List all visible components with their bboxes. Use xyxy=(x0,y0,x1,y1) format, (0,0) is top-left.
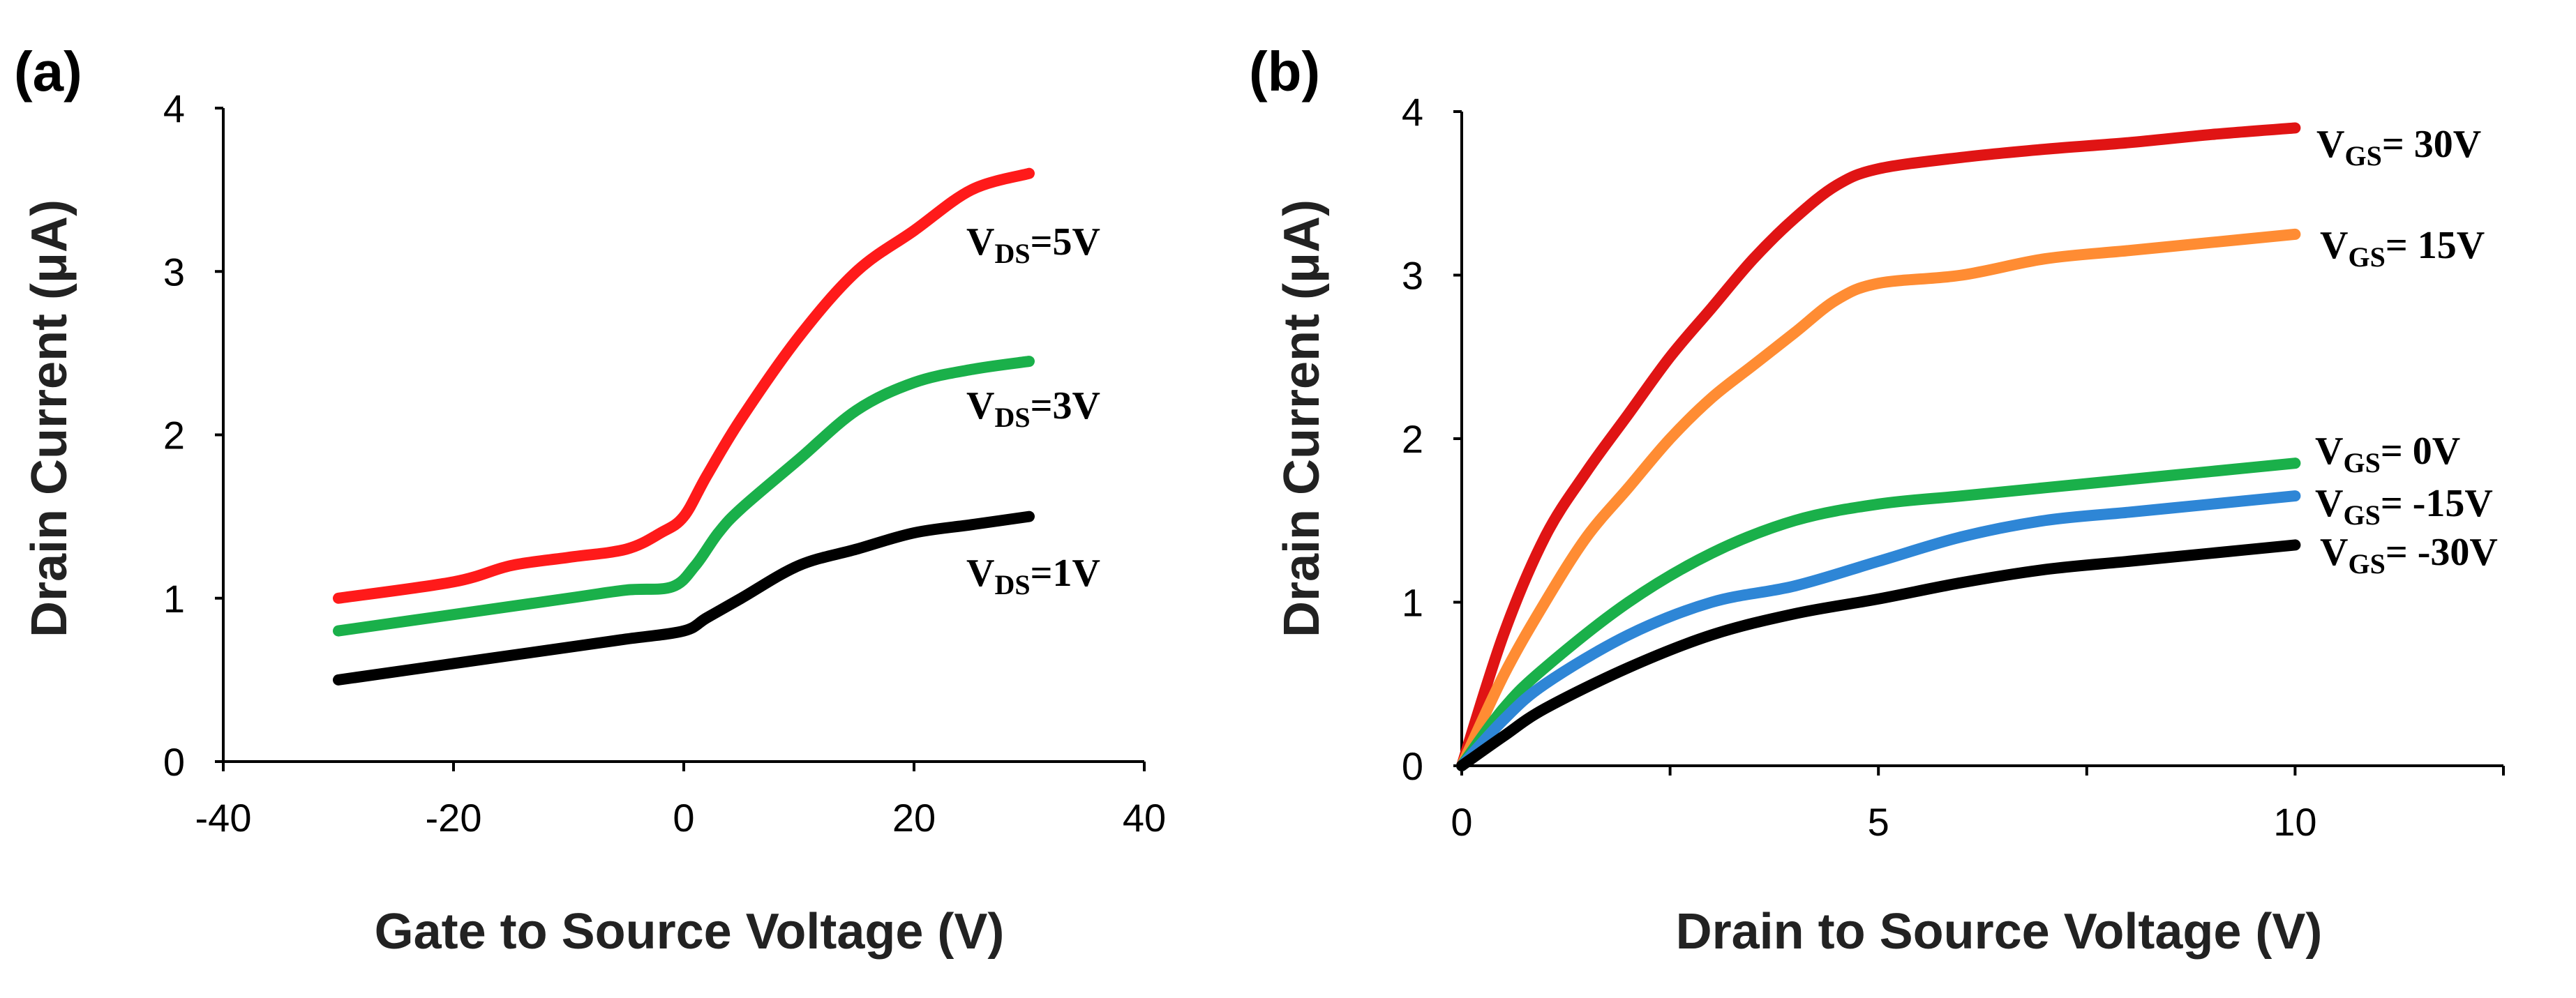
panel-a-y-axis-title: Drain Current (μA) xyxy=(22,199,77,637)
x-tick-label: 0 xyxy=(1451,800,1472,844)
y-tick-label: 4 xyxy=(1402,90,1423,134)
panel-b: (b) Drain Current (μA) Drain to Source V… xyxy=(1249,40,2505,960)
series-line-b-4 xyxy=(1456,539,2301,771)
y-tick-label: 1 xyxy=(1402,581,1423,625)
panel-a-curves xyxy=(333,167,1035,686)
series-label-a-0: VDS=5V xyxy=(966,220,1100,269)
x-tick-label: -20 xyxy=(426,796,482,840)
y-tick-label: 2 xyxy=(1402,417,1423,461)
x-tick-label: 40 xyxy=(1123,796,1166,840)
series-line-a-1 xyxy=(333,356,1035,637)
y-tick-label: 0 xyxy=(163,740,185,784)
series-line-b-0 xyxy=(1456,122,2301,771)
y-tick-label: 4 xyxy=(163,86,185,130)
panel-a-ticks: 0 1 2 3 4 -40 -20 0 20 40 xyxy=(163,86,1166,840)
x-tick-label: 5 xyxy=(1868,800,1889,844)
y-tick-label: 3 xyxy=(163,250,185,294)
panel-b-x-axis-title: Drain to Source Voltage (V) xyxy=(1676,904,2323,960)
series-line-b-2 xyxy=(1456,458,2301,771)
x-tick-label: 0 xyxy=(673,796,694,840)
series-label-b-1: VGS= 15V xyxy=(2320,224,2485,273)
series-line-a-0 xyxy=(333,167,1035,604)
y-tick-label: 3 xyxy=(1402,254,1423,298)
panel-a-label: (a) xyxy=(14,40,82,103)
series-label-b-2: VGS= 0V xyxy=(2315,430,2460,478)
series-label-a-1: VDS=3V xyxy=(966,384,1100,433)
series-label-b-4: VGS= -30V xyxy=(2320,531,2498,580)
y-tick-label: 1 xyxy=(163,577,185,621)
y-tick-label: 2 xyxy=(163,414,185,458)
panel-b-ticks: 0 1 2 3 4 0 5 10 xyxy=(1402,90,2505,844)
panel-b-label: (b) xyxy=(1249,40,1320,103)
x-tick-label: 20 xyxy=(892,796,936,840)
panel-a-series-labels: VDS=5V VDS=3V VDS=1V xyxy=(966,220,1100,600)
series-label-b-0: VGS= 30V xyxy=(2316,123,2481,172)
panel-a-x-axis-title: Gate to Source Voltage (V) xyxy=(375,904,1005,960)
series-line-b-3 xyxy=(1456,490,2301,771)
x-tick-label: 10 xyxy=(2273,800,2316,844)
y-tick-label: 0 xyxy=(1402,744,1423,788)
panel-a: (a) Drain Current (μA) Gate to Source Vo… xyxy=(14,40,1166,960)
x-tick-label: -40 xyxy=(195,796,252,840)
series-line-b-1 xyxy=(1456,228,2301,771)
panel-b-y-axis-title: Drain Current (μA) xyxy=(1274,199,1330,637)
series-line-a-2 xyxy=(333,511,1035,686)
panel-b-curves xyxy=(1456,122,2301,771)
series-label-b-3: VGS= -15V xyxy=(2315,482,2493,531)
series-label-a-2: VDS=1V xyxy=(966,552,1100,600)
